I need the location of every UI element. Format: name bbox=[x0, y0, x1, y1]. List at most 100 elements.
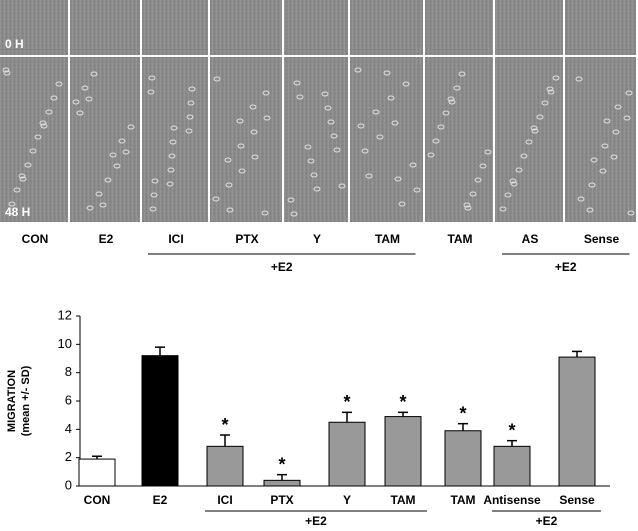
cell bbox=[127, 124, 135, 130]
column-label: Y bbox=[313, 232, 321, 246]
cell bbox=[81, 85, 89, 91]
column-label: Sense bbox=[584, 232, 620, 246]
cell bbox=[552, 75, 560, 81]
cell bbox=[448, 99, 456, 105]
x-tick-label: Antisense bbox=[483, 493, 541, 507]
cell bbox=[464, 205, 472, 211]
cell bbox=[85, 96, 93, 102]
cell bbox=[224, 157, 232, 163]
cell bbox=[238, 168, 246, 174]
cell bbox=[213, 76, 221, 82]
significance-marker: * bbox=[278, 454, 285, 474]
cell bbox=[168, 153, 176, 159]
column-label: PTX bbox=[235, 232, 258, 246]
cell bbox=[225, 182, 233, 188]
cell bbox=[296, 94, 304, 100]
cell bbox=[99, 202, 107, 208]
y-axis-label: MIGRATION bbox=[6, 370, 18, 432]
cell bbox=[13, 187, 21, 193]
y-tick-label: 12 bbox=[58, 307, 72, 322]
cell bbox=[442, 110, 450, 116]
cell bbox=[55, 81, 63, 87]
cell bbox=[76, 110, 84, 116]
cell bbox=[536, 114, 544, 120]
cell bbox=[479, 163, 487, 169]
column-label: CON bbox=[22, 232, 49, 246]
cell bbox=[469, 191, 477, 197]
cell bbox=[50, 95, 58, 101]
cell bbox=[627, 210, 635, 216]
cell bbox=[236, 118, 244, 124]
cell bbox=[327, 119, 335, 125]
cell bbox=[148, 75, 156, 81]
cell bbox=[338, 183, 346, 189]
cell bbox=[437, 124, 445, 130]
cell bbox=[474, 177, 482, 183]
cell bbox=[525, 139, 533, 145]
cell bbox=[90, 71, 98, 77]
bar bbox=[493, 445, 531, 487]
cell bbox=[304, 144, 312, 150]
cell bbox=[614, 104, 622, 110]
y-tick-label: 10 bbox=[58, 336, 72, 351]
cell bbox=[149, 206, 157, 212]
cell bbox=[547, 89, 555, 95]
cell bbox=[8, 201, 16, 207]
y-axis-label: (mean +/- SD) bbox=[20, 365, 32, 436]
x-tick-label: Y bbox=[343, 493, 351, 507]
bar bbox=[263, 479, 301, 487]
micrograph-0h bbox=[142, 0, 208, 55]
column-label: E2 bbox=[99, 232, 114, 246]
cell bbox=[391, 120, 399, 126]
cell bbox=[458, 71, 466, 77]
cell bbox=[86, 205, 94, 211]
cell bbox=[432, 138, 440, 144]
cell bbox=[29, 148, 37, 154]
cell bbox=[330, 133, 338, 139]
cell bbox=[354, 67, 362, 73]
cell bbox=[394, 176, 402, 182]
micrograph-0h bbox=[565, 0, 636, 55]
significance-marker: * bbox=[343, 392, 350, 412]
x-tick-label: TAM bbox=[390, 493, 415, 507]
bar bbox=[328, 421, 366, 487]
cell bbox=[310, 172, 318, 178]
column-label: TAM bbox=[375, 232, 400, 246]
cell bbox=[603, 118, 611, 124]
micrograph-48h bbox=[0, 57, 68, 222]
cell bbox=[118, 138, 126, 144]
bar bbox=[384, 416, 422, 487]
y-tick-label: 8 bbox=[65, 364, 72, 379]
cell bbox=[290, 211, 298, 217]
cell bbox=[250, 129, 258, 135]
cell bbox=[588, 182, 596, 188]
cell bbox=[333, 147, 341, 153]
cell bbox=[402, 81, 410, 87]
cell bbox=[625, 90, 633, 96]
y-tick-label: 0 bbox=[65, 477, 72, 492]
micrograph-48h bbox=[565, 57, 636, 222]
column-label: AS bbox=[522, 232, 539, 246]
cell bbox=[293, 80, 301, 86]
cell bbox=[612, 129, 620, 135]
cell bbox=[34, 134, 42, 140]
x-tick-label: Sense bbox=[559, 493, 595, 507]
cell bbox=[372, 109, 380, 115]
x-tick-label: PTX bbox=[270, 493, 293, 507]
cell bbox=[530, 125, 538, 131]
cell bbox=[515, 167, 523, 173]
cell bbox=[307, 158, 315, 164]
cell bbox=[170, 125, 178, 131]
cell bbox=[398, 201, 406, 207]
cell bbox=[188, 86, 196, 92]
micrograph-0h bbox=[425, 0, 493, 55]
cell bbox=[212, 196, 220, 202]
bar bbox=[78, 458, 116, 487]
cell bbox=[237, 143, 245, 149]
micrograph-48h bbox=[210, 57, 282, 222]
cell bbox=[187, 100, 195, 106]
cell bbox=[324, 105, 332, 111]
cell bbox=[484, 149, 492, 155]
cell bbox=[383, 70, 391, 76]
bar bbox=[206, 445, 244, 487]
